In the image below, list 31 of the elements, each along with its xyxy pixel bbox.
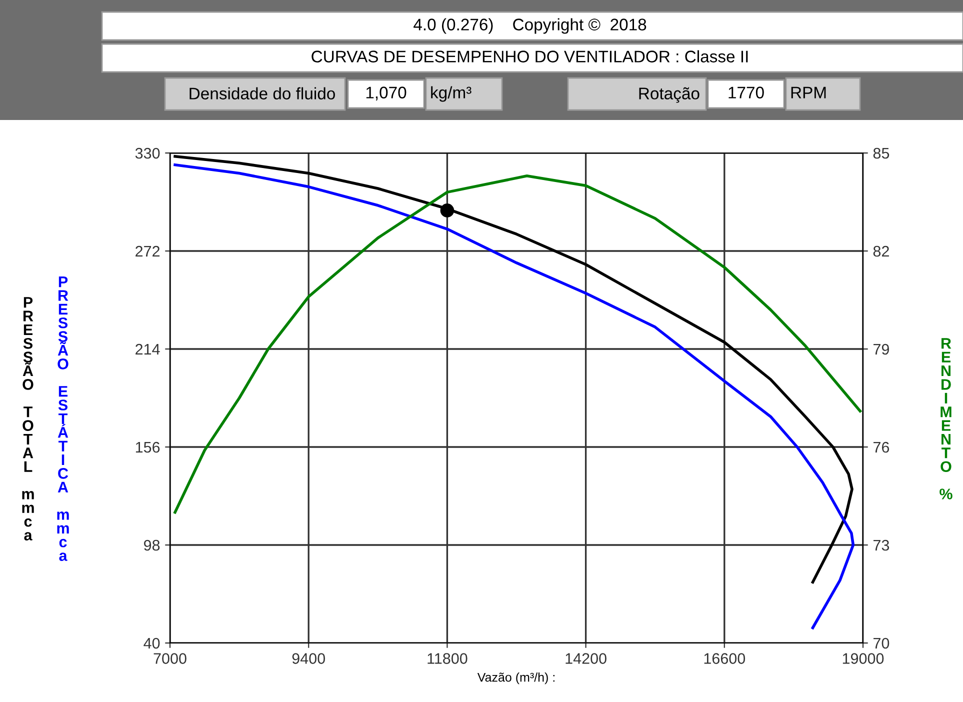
y-tick-label: 40 [144,638,160,649]
x-tick-label: 19000 [842,653,884,664]
text: 4.0 (0.276) Copyright © 2018 [414,18,646,34]
y-tick-label: 272 [136,246,160,257]
y2-tick-label: 79 [874,344,889,355]
text: RENDIMENTO % [940,338,952,500]
y-tick-label: 156 [136,442,160,453]
x-tick-label: 11800 [428,653,468,664]
text: Rotação [639,87,700,103]
x-tick-label: 7000 [154,653,186,664]
y-tick-label: 98 [144,540,160,551]
text: Densidade do fluido [190,87,335,100]
line-series [174,174,862,514]
x-tick-label: 14200 [566,653,606,664]
text: PRESSÃO TOTAL mmca [22,297,34,540]
chart-title: CURVAS DE DESEMPENHO DO VENTILADOR : Classe II [312,50,748,62]
y2-tick-label: 70 [874,638,890,649]
text: 1,070 [366,86,406,100]
y2-tick-label: 73 [874,540,890,551]
text: RPM [791,86,826,98]
y-tick-label: 214 [136,344,160,355]
y2-tick-label: 76 [874,442,890,453]
x-axis-title: Vazão (m³/h) : [477,672,554,684]
text: 1770 [728,86,764,98]
y-tick-label: 330 [135,148,160,159]
y2-tick-label: 82 [873,246,889,257]
x-tick-label: 9400 [292,653,325,664]
text: kg/m³ [431,86,472,102]
x-tick-label: 16600 [704,653,746,664]
text: PRESSÃO ESTÁTICA mmca [57,276,69,561]
y2-tick-label: 85 [873,148,890,159]
